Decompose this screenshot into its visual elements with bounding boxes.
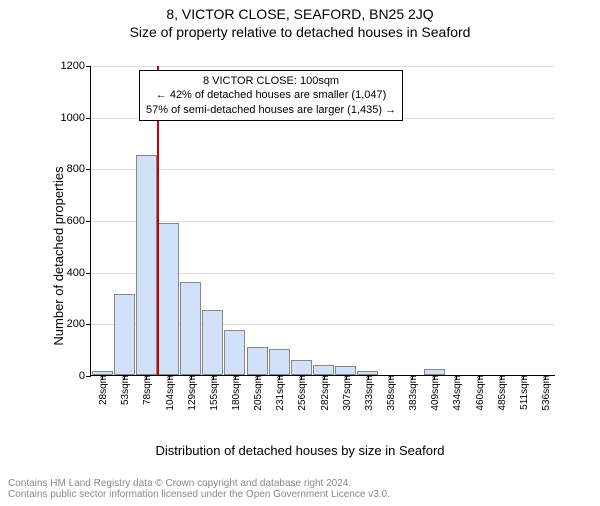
annotation-line: 57% of semi-detached houses are larger (… — [146, 103, 396, 117]
histogram-bar — [158, 223, 179, 375]
footer-attribution: Contains HM Land Registry data © Crown c… — [8, 478, 390, 500]
y-tick-label: 0 — [79, 370, 85, 382]
page-title: 8, VICTOR CLOSE, SEAFORD, BN25 2JQ — [0, 6, 600, 22]
x-tick-label: 409sqm — [430, 375, 441, 411]
x-tick-label: 104sqm — [165, 375, 176, 411]
x-tick-label: 129sqm — [187, 375, 198, 411]
x-tick-label: 333sqm — [364, 375, 375, 411]
y-axis-label: Number of detached properties — [51, 166, 66, 345]
histogram-bar — [335, 366, 356, 375]
x-tick-label: 511sqm — [519, 375, 530, 410]
histogram-bar — [114, 294, 135, 375]
x-tick-label: 434sqm — [452, 375, 463, 411]
y-tick-label: 600 — [67, 215, 85, 227]
y-tick-label: 1000 — [61, 112, 85, 124]
x-tick-label: 460sqm — [475, 375, 486, 411]
footer-line-1: Contains HM Land Registry data © Crown c… — [8, 478, 390, 489]
grid-line — [91, 66, 555, 67]
histogram-bar — [202, 310, 223, 375]
histogram-bar — [291, 360, 312, 376]
x-tick-label: 485sqm — [497, 375, 508, 411]
x-axis-label: Distribution of detached houses by size … — [0, 443, 600, 458]
plot-area: 02004006008001000120028sqm53sqm78sqm104s… — [90, 66, 555, 376]
histogram-bar — [180, 282, 201, 375]
y-tick-label: 1200 — [61, 60, 85, 72]
x-tick-label: 28sqm — [98, 375, 109, 405]
x-tick-label: 358sqm — [386, 375, 397, 411]
x-tick-label: 180sqm — [231, 375, 242, 411]
x-tick-label: 307sqm — [342, 375, 353, 411]
y-tick-label: 800 — [67, 163, 85, 175]
x-tick-label: 383sqm — [408, 375, 419, 411]
x-tick-label: 536sqm — [541, 375, 552, 411]
annotation-box: 8 VICTOR CLOSE: 100sqm← 42% of detached … — [139, 70, 403, 121]
grid-line — [91, 169, 555, 170]
histogram-bar — [136, 155, 157, 375]
histogram-bar — [269, 349, 290, 375]
x-tick-label: 155sqm — [209, 375, 220, 411]
footer-line-2: Contains public sector information licen… — [8, 489, 390, 500]
annotation-line: 8 VICTOR CLOSE: 100sqm — [146, 74, 396, 88]
x-tick-label: 256sqm — [297, 375, 308, 411]
x-tick-label: 78sqm — [142, 375, 153, 405]
chart-container: Number of detached properties 0200400600… — [45, 56, 565, 421]
x-tick-label: 53sqm — [120, 375, 131, 405]
x-tick-label: 231sqm — [275, 375, 286, 411]
annotation-line: ← 42% of detached houses are smaller (1,… — [146, 88, 396, 102]
y-tick-label: 200 — [67, 318, 85, 330]
page-subtitle: Size of property relative to detached ho… — [0, 24, 600, 40]
y-tick-label: 400 — [67, 267, 85, 279]
histogram-bar — [224, 330, 245, 375]
histogram-bar — [247, 347, 268, 375]
x-tick-label: 205sqm — [253, 375, 264, 411]
histogram-bar — [313, 365, 334, 375]
x-tick-label: 282sqm — [320, 375, 331, 411]
